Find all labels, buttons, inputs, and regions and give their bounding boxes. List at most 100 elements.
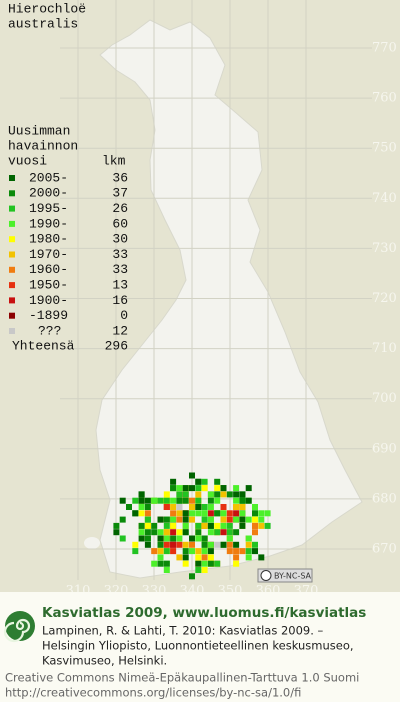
observation-square (195, 548, 202, 555)
y-grid-label: 690 (372, 441, 397, 456)
observation-square (201, 567, 208, 573)
observation-square (144, 516, 151, 523)
observation-square (163, 529, 170, 536)
observation-square (163, 504, 170, 510)
observation-square (182, 485, 189, 492)
observation-square (151, 548, 158, 555)
legend-count: 33 (112, 247, 128, 262)
observation-square (207, 548, 214, 555)
observation-square (144, 529, 151, 536)
observation-square (239, 497, 246, 504)
citation: Helsingin Yliopisto, Luonnontieteellinen… (42, 639, 354, 653)
legend-label: 2000- (29, 186, 68, 201)
observation-square (113, 522, 120, 529)
observation-square (233, 529, 240, 536)
observation-square (207, 554, 214, 561)
observation-square (258, 522, 265, 529)
footer-heading[interactable]: Kasviatlas 2009, www.luomus.fi/kasviatla… (42, 605, 366, 621)
observation-square (170, 478, 177, 485)
observation-square (220, 504, 227, 510)
observation-square (214, 541, 221, 548)
observation-square (195, 560, 202, 567)
observation-square (264, 510, 271, 517)
observation-square (170, 548, 177, 555)
observation-square (220, 541, 227, 548)
license-url[interactable]: http://creativecommons.org/licenses/by-n… (5, 686, 301, 700)
observation-square (170, 516, 177, 523)
legend-label: 1980- (29, 232, 68, 247)
license-badge[interactable] (257, 568, 313, 583)
legend-label: 1990- (29, 216, 68, 231)
observation-square (163, 497, 170, 504)
observation-square (233, 485, 240, 492)
legend-count: 36 (112, 170, 128, 185)
observation-square (157, 560, 164, 567)
observation-square (170, 497, 177, 504)
legend-count: 12 (112, 323, 128, 338)
observation-square (201, 554, 208, 561)
observation-square (176, 485, 183, 492)
observation-square (176, 516, 183, 523)
observation-square (207, 541, 214, 548)
observation-square (163, 491, 170, 498)
legend-count: 37 (112, 186, 128, 201)
observation-square (132, 541, 139, 548)
observation-square (226, 535, 233, 542)
title: Hierochloë (8, 1, 86, 16)
observation-square (252, 516, 258, 523)
legend-swatch (9, 220, 15, 227)
observation-square (220, 529, 227, 536)
license-text: Creative Commons Nimeä-Epäkaupallinen-Ta… (5, 671, 359, 685)
observation-square (176, 504, 183, 510)
observation-square (151, 560, 158, 567)
observation-square (195, 554, 202, 561)
observation-square (201, 485, 208, 492)
legend-swatch (9, 266, 15, 273)
observation-square (245, 485, 252, 492)
y-grid-label: 720 (372, 291, 397, 306)
observation-square (195, 529, 202, 536)
observation-square (220, 491, 227, 498)
citation: Kasvimuseo, Helsinki. (42, 654, 167, 668)
observation-square (195, 497, 202, 504)
observation-square (163, 541, 170, 548)
observation-square (176, 510, 183, 517)
observation-square (239, 491, 246, 498)
legend-count: 0 (120, 308, 128, 323)
observation-square (233, 516, 240, 523)
legend-swatch (9, 175, 15, 181)
observation-square (207, 560, 214, 567)
observation-square (170, 510, 177, 517)
observation-square (258, 516, 265, 523)
y-grid-label: 710 (372, 341, 397, 356)
observation-square (239, 504, 246, 510)
observation-square (214, 497, 221, 504)
observation-square (151, 522, 158, 529)
observation-square (239, 516, 246, 523)
observation-square (195, 491, 202, 498)
observation-square (195, 535, 202, 542)
observation-square (113, 529, 120, 536)
observation-square (214, 560, 221, 567)
y-grid-label: 730 (372, 241, 397, 256)
observation-square (214, 485, 221, 492)
observation-square (138, 510, 145, 517)
observation-square (233, 548, 240, 555)
observation-square (214, 529, 221, 536)
legend-label: 2005- (29, 170, 68, 185)
observation-square (258, 510, 265, 517)
legend-label: 1995- (29, 201, 68, 216)
observation-square (201, 510, 208, 517)
legend-label: 1960- (29, 262, 68, 277)
observation-square (119, 535, 126, 542)
observation-square (252, 504, 258, 510)
observation-square (132, 548, 139, 555)
observation-square (201, 541, 208, 548)
observation-square (207, 497, 214, 504)
observation-square (207, 529, 214, 536)
observation-square (157, 541, 164, 548)
observation-square (189, 485, 195, 492)
observation-square (132, 497, 139, 504)
observation-square (189, 573, 195, 580)
